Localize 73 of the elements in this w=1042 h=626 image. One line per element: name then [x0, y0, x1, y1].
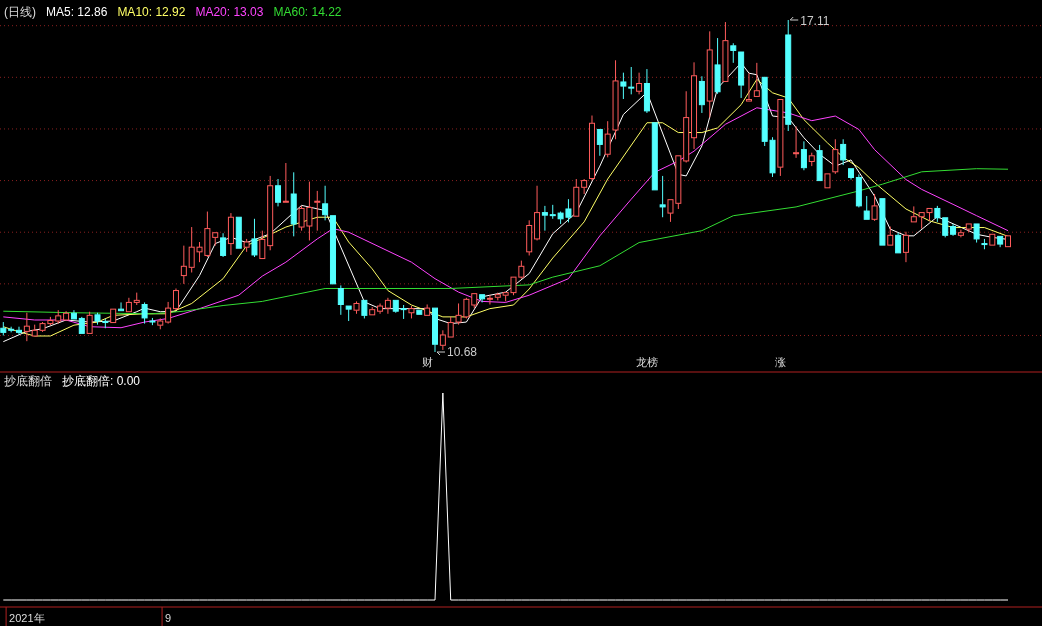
candlestick	[902, 231, 909, 263]
candlestick	[314, 190, 321, 232]
candlestick	[957, 229, 964, 238]
candlestick	[439, 329, 446, 351]
candlestick	[581, 178, 588, 195]
annotation: 10.68	[447, 345, 478, 359]
candlestick	[227, 212, 234, 256]
candlestick	[329, 215, 336, 285]
candlestick	[950, 223, 957, 237]
candlestick	[651, 122, 658, 191]
candlestick	[832, 138, 839, 175]
candlestick	[636, 72, 643, 95]
candlestick	[282, 162, 289, 203]
candlestick	[643, 68, 650, 114]
candlestick	[800, 140, 807, 171]
candlestick	[345, 305, 352, 322]
candlestick	[895, 232, 902, 254]
candlestick	[691, 61, 698, 150]
candlestick	[596, 128, 603, 157]
candlestick	[377, 302, 384, 315]
candlestick	[879, 198, 886, 246]
candlestick	[416, 309, 423, 315]
candlestick	[745, 72, 752, 102]
candlestick	[793, 125, 800, 159]
text: MA5: 12.86	[46, 5, 108, 19]
candlestick	[722, 21, 729, 82]
candlestick	[706, 30, 713, 119]
chart-title: (日线)	[4, 5, 36, 19]
candlestick	[23, 312, 30, 342]
candlestick	[165, 301, 172, 325]
candlestick	[486, 294, 493, 305]
candlestick	[125, 297, 132, 313]
candlestick	[432, 307, 439, 353]
candlestick	[235, 216, 242, 249]
candlestick	[573, 178, 580, 217]
candlestick	[753, 62, 760, 97]
candlestick	[322, 185, 329, 221]
candlestick	[1005, 235, 1011, 248]
candlestick	[384, 297, 391, 315]
candlestick	[824, 173, 831, 189]
text: MA10: 12.92	[117, 5, 186, 19]
text: 抄底翻倍: 0.00	[62, 374, 141, 388]
candlestick	[337, 284, 344, 316]
candlestick	[910, 205, 917, 223]
candlestick	[588, 115, 595, 182]
candlestick	[172, 287, 179, 311]
candlestick	[275, 178, 282, 207]
candlestick	[659, 175, 666, 218]
candlestick	[63, 310, 70, 321]
candlestick	[714, 37, 721, 95]
text: MA60: 14.22	[273, 5, 342, 19]
candlestick	[541, 205, 548, 232]
candlestick	[989, 233, 996, 246]
candlestick	[110, 308, 117, 324]
text: MA20: 13.03	[195, 5, 264, 19]
x-tick-label: 2021年	[9, 612, 45, 624]
x-tick-label: 财	[421, 356, 433, 368]
candlestick	[16, 326, 22, 335]
candlestick	[70, 309, 77, 320]
candlestick	[180, 245, 187, 285]
candlestick	[848, 168, 855, 181]
x-tick-label: 9	[165, 612, 172, 624]
x-tick-label: 龙榜	[635, 356, 658, 368]
candlestick	[118, 301, 125, 312]
candlestick	[738, 51, 745, 99]
annotation: 17.11	[800, 14, 830, 28]
candlestick	[290, 171, 297, 237]
x-tick-label: 涨	[774, 356, 786, 368]
candlestick	[698, 75, 705, 114]
candlestick	[220, 232, 227, 258]
chart-title: 抄底翻倍	[4, 374, 52, 388]
candlestick	[863, 195, 870, 220]
candlestick	[479, 294, 486, 303]
